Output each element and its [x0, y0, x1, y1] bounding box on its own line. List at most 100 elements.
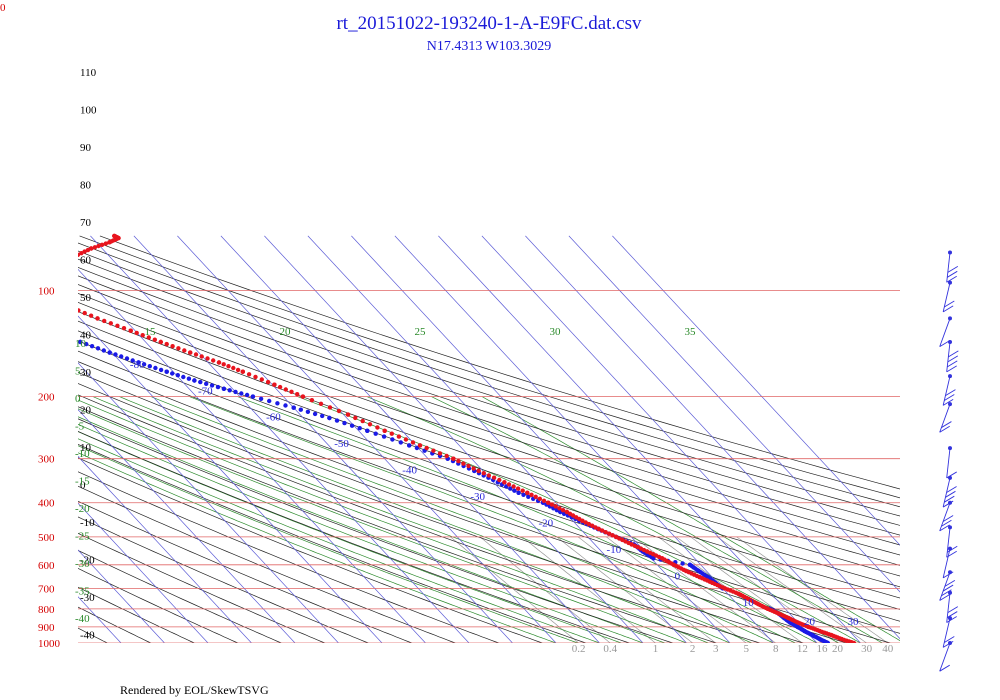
wind-barb-feather: [947, 545, 958, 553]
dewpoint-point: [390, 437, 395, 442]
dewpoint-point: [32, 323, 36, 327]
dewpoint-point: [48, 329, 52, 333]
wind-barb: [942, 616, 955, 648]
isotherm-label: -10: [607, 544, 622, 556]
dewpoint-point: [209, 383, 215, 388]
isotherm-line: [351, 235, 731, 643]
wind-barb: [942, 280, 955, 313]
temperature-point: [549, 502, 555, 507]
wind-barb-feather: [947, 360, 958, 368]
wind-barb: [939, 402, 952, 433]
moist-adiabat-label: 10: [75, 338, 87, 350]
wind-barb-feather: [944, 394, 955, 401]
temperature-point: [63, 303, 67, 307]
dewpoint-point: [334, 418, 340, 423]
temperature-point: [158, 339, 163, 345]
wind-barb-feather: [942, 515, 954, 522]
temperature-point: [410, 440, 416, 445]
dry-adiabat-line: [78, 311, 900, 588]
isotherm-label: 0: [675, 570, 681, 582]
temperature-point: [506, 482, 512, 487]
dewpoint-point: [283, 403, 288, 408]
temperature-point: [146, 335, 151, 340]
left-adiabat-label: 70: [80, 217, 92, 229]
pressure-label: 400: [38, 498, 55, 510]
dewpoint-point: [204, 381, 209, 386]
temperature-point: [583, 520, 588, 525]
isotherm-line: [133, 235, 513, 643]
mixing-ratio-line: [716, 536, 867, 643]
wind-barb-feather: [946, 550, 957, 558]
temperature-point: [226, 364, 231, 369]
dry-adiabat-line: [78, 350, 900, 634]
mixing-ratio-label: 30: [861, 643, 873, 655]
temperature-point: [193, 352, 199, 357]
mixing-ratio-label: 0.4: [603, 643, 617, 655]
dry-adiabat-line: [0, 236, 20, 643]
isotherm-label: 20: [804, 616, 816, 628]
temperature-point: [396, 434, 402, 439]
dewpoint-point: [414, 445, 420, 451]
isotherm-line: [78, 315, 383, 643]
dry-adiabat-line: [78, 516, 369, 643]
left-adiabat-label: -40: [80, 630, 95, 642]
temperature-point: [112, 233, 117, 239]
isotherm-label: -20: [538, 517, 553, 529]
temperature-point: [47, 277, 51, 281]
wind-barb-feather: [946, 486, 957, 493]
wind-barb: [946, 446, 957, 479]
temperature-point: [82, 310, 87, 316]
wind-barb: [946, 525, 958, 558]
chart-title: rt_20151022-193240-1-A-E9FC.dat.csv: [336, 13, 642, 34]
dewpoint-point: [381, 434, 387, 439]
wind-barb-feather: [941, 421, 952, 428]
temperature-point: [318, 401, 324, 406]
dewpoint-point: [365, 428, 370, 433]
moist-adiabat-label: -40: [75, 613, 90, 625]
temperature-point: [481, 471, 486, 476]
dry-adiabat-line: [78, 418, 673, 643]
temperature-point: [96, 243, 101, 249]
moist-adiabat-line: [150, 396, 774, 643]
dewpoint-point: [327, 415, 332, 421]
wind-barb-feather: [944, 495, 955, 503]
dry-adiabat-line: [78, 250, 900, 517]
wind-barb-feather: [939, 524, 950, 532]
dry-adiabat-line: [78, 242, 900, 508]
dry-adiabat-line: [78, 292, 900, 566]
temperature-point: [48, 272, 52, 276]
temperature-point: [375, 425, 380, 430]
temperature-point: [89, 246, 94, 251]
wind-barb: [946, 340, 959, 373]
temperature-point: [444, 453, 449, 459]
dewpoint-point: [54, 331, 58, 335]
temperature-point: [60, 262, 64, 266]
temperature-point: [300, 394, 306, 399]
moist-adiabat-label: -20: [75, 503, 90, 515]
wind-barb-feather: [945, 490, 956, 498]
dry-adiabat-line: [78, 485, 456, 643]
dewpoint-point: [526, 494, 531, 499]
dewpoint-point: [60, 333, 64, 337]
dry-adiabat-line: [78, 361, 891, 643]
temperature-point: [99, 242, 105, 247]
temperature-point: [53, 267, 57, 271]
temperature-point: [48, 274, 52, 278]
dewpoint-point: [84, 341, 89, 347]
dry-adiabat-line: [78, 383, 804, 643]
temperature-point: [121, 326, 127, 331]
dewpoint-point: [233, 389, 238, 395]
dry-adiabat-line: [78, 550, 282, 643]
dewpoint-point: [164, 369, 169, 374]
dewpoint-point: [215, 384, 221, 390]
moist-adiabat-label: 25: [415, 326, 427, 338]
isotherm-line: [264, 235, 644, 643]
temperature-point: [613, 534, 619, 540]
temperature-point: [431, 448, 436, 453]
temperature-point: [164, 341, 169, 347]
temperature-point: [57, 263, 61, 267]
pressure-label: 500: [38, 532, 55, 544]
dry-adiabat-line: [78, 394, 760, 643]
wind-barb-feather: [939, 664, 950, 672]
temperature-point: [336, 408, 342, 414]
